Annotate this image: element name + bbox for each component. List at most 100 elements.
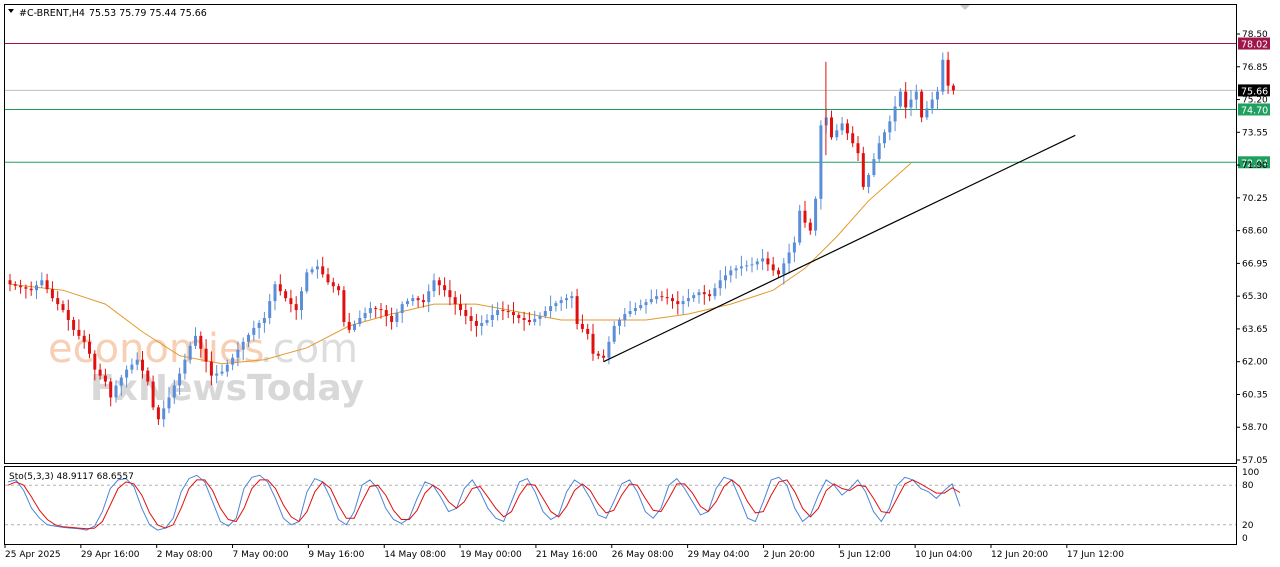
candle <box>936 86 939 111</box>
candle <box>347 312 351 334</box>
price-tick-label: 70.25 <box>1242 194 1268 204</box>
candle <box>353 320 356 332</box>
stoch-signal-line <box>7 479 961 530</box>
price-tick-label: 76.85 <box>1242 63 1268 73</box>
stochastic-axis: 100 80 20 0 <box>1242 468 1259 544</box>
time-tick-label: 25 Apr 2025 <box>5 550 61 560</box>
candle <box>156 404 160 425</box>
candle <box>135 352 139 371</box>
candle <box>814 196 818 236</box>
price-tick-label: 78.50 <box>1242 30 1268 40</box>
candle <box>819 120 823 210</box>
candle <box>655 289 659 304</box>
time-tick-label: 5 Jun 12:00 <box>839 550 891 560</box>
candle <box>623 307 627 327</box>
candle <box>88 333 91 359</box>
candle <box>93 350 97 381</box>
candle <box>543 306 547 319</box>
candle <box>406 298 409 307</box>
candle <box>204 339 208 373</box>
symbol-label: #C-BRENT,H4 <box>19 8 85 19</box>
candle <box>570 291 574 309</box>
ohlc-label: 75.53 75.79 75.44 75.66 <box>89 8 207 19</box>
candle <box>533 310 537 326</box>
candle <box>946 51 950 94</box>
candle <box>262 311 266 333</box>
candle <box>697 288 701 304</box>
candle <box>575 288 579 330</box>
candle <box>363 307 367 321</box>
price-tick-label: 75.20 <box>1242 96 1268 106</box>
candle <box>485 314 489 326</box>
candle <box>342 286 346 327</box>
candle <box>183 353 187 380</box>
time-tick-label: 2 May 08:00 <box>157 550 213 560</box>
price-tick-label: 66.95 <box>1242 259 1268 269</box>
candle <box>56 291 60 311</box>
candle <box>798 204 802 246</box>
candle <box>914 84 918 110</box>
price-tick-label: 60.35 <box>1242 390 1268 400</box>
candle <box>453 291 457 315</box>
candle <box>925 100 929 120</box>
chart-header[interactable]: #C-BRENT,H4 75.53 75.79 75.44 75.66 <box>8 8 207 19</box>
candle <box>602 349 606 362</box>
candle <box>729 265 733 283</box>
candle <box>437 277 441 296</box>
candle <box>178 367 182 396</box>
candle <box>660 291 664 302</box>
candle <box>284 288 288 302</box>
candle <box>390 307 394 330</box>
level-tag-text: 72.04 <box>1241 158 1268 169</box>
candle <box>61 300 65 313</box>
trendline-layer <box>603 134 1076 363</box>
candle <box>888 115 892 141</box>
candle <box>300 287 303 320</box>
candle <box>72 316 76 336</box>
candle <box>480 315 484 336</box>
stoch-pane <box>4 466 1237 545</box>
candle <box>400 301 404 323</box>
horizontal-levels <box>5 43 1236 163</box>
candle <box>225 359 229 377</box>
stoch-tick-label: 100 <box>1242 468 1259 478</box>
candle <box>326 267 330 285</box>
candle <box>24 284 28 299</box>
candle <box>708 289 712 302</box>
candle <box>665 288 669 305</box>
chevron-down-icon[interactable] <box>8 9 14 13</box>
candle <box>98 363 102 380</box>
level-tag-75.66 <box>1238 84 1270 97</box>
time-tick-label: 29 May 04:00 <box>688 550 750 560</box>
candle <box>930 91 934 114</box>
time-tick-label: 2 Jun 20:00 <box>763 550 815 560</box>
chart-shift-marker[interactable] <box>960 5 970 10</box>
time-tick-label: 26 May 08:00 <box>612 550 674 560</box>
price-tick-label: 58.70 <box>1242 423 1268 433</box>
candle <box>527 312 531 326</box>
candle <box>496 302 500 321</box>
candle <box>236 341 240 367</box>
candle <box>724 266 727 289</box>
candle <box>713 283 717 300</box>
stoch-tick-label: 80 <box>1242 481 1254 491</box>
candle <box>278 274 282 296</box>
price-tick-label: 62.00 <box>1242 358 1268 368</box>
candle <box>8 273 12 292</box>
level-tag-text: 74.70 <box>1241 105 1268 116</box>
candle <box>867 173 871 194</box>
candle <box>920 89 924 123</box>
candle <box>734 265 738 279</box>
candle <box>803 200 807 228</box>
candle <box>273 281 277 311</box>
candle <box>19 279 23 294</box>
time-tick-label: 7 May 00:00 <box>233 550 289 560</box>
trendline[interactable] <box>603 134 1076 363</box>
candle <box>294 296 298 320</box>
candle <box>464 303 468 325</box>
candle <box>501 301 505 321</box>
price-tick-label: 65.30 <box>1242 292 1268 302</box>
stoch-main-line <box>7 474 961 531</box>
candle <box>633 302 637 316</box>
